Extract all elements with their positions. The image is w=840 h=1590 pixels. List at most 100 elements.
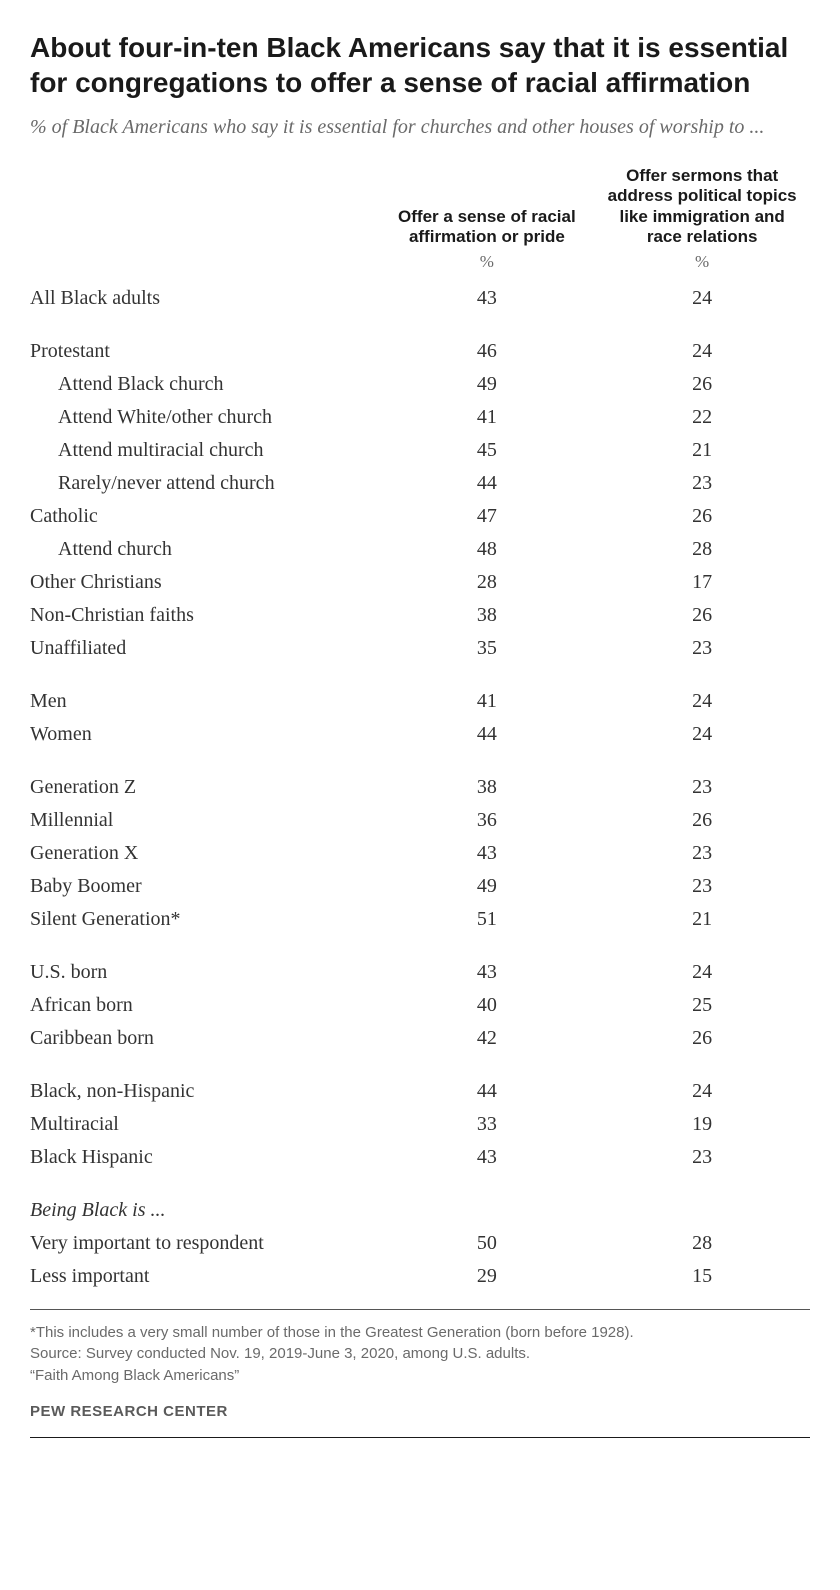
table-row: Millennial3626 [30,804,810,837]
data-table: Offer a sense of racial affirmation or p… [30,162,810,1293]
row-label: Protestant [30,335,379,368]
table-row: Women4424 [30,718,810,751]
cell-value: 26 [594,1022,810,1055]
cell-value: 48 [379,533,594,566]
cell-value: 24 [594,282,810,315]
cell-value: 47 [379,500,594,533]
cell-value: 43 [379,837,594,870]
cell-value: 22 [594,401,810,434]
table-row: Being Black is ... [30,1194,810,1227]
row-label: Silent Generation* [30,903,379,936]
cell-value: 44 [379,467,594,500]
row-label: Attend Black church [30,368,379,401]
cell-value: 42 [379,1022,594,1055]
cell-value: 26 [594,500,810,533]
cell-value: 26 [594,599,810,632]
row-label: Less important [30,1260,379,1293]
row-label: Black Hispanic [30,1141,379,1174]
table-row: Caribbean born4226 [30,1022,810,1055]
cell-value [379,1194,594,1227]
row-label: U.S. born [30,956,379,989]
chart-subtitle: % of Black Americans who say it is essen… [30,114,810,140]
cell-value: 49 [379,368,594,401]
cell-value: 36 [379,804,594,837]
table-row: Attend White/other church4122 [30,401,810,434]
cell-value: 38 [379,599,594,632]
cell-value: 35 [379,632,594,665]
cell-value: 33 [379,1108,594,1141]
cell-value: 50 [379,1227,594,1260]
row-label: All Black adults [30,282,379,315]
table-row: Multiracial3319 [30,1108,810,1141]
cell-value: 19 [594,1108,810,1141]
table-row: Generation Z3823 [30,771,810,804]
table-row: Catholic4726 [30,500,810,533]
row-label: Multiracial [30,1108,379,1141]
cell-value: 21 [594,434,810,467]
table-row: Other Christians2817 [30,566,810,599]
cell-value: 24 [594,335,810,368]
row-label: Other Christians [30,566,379,599]
row-label: Generation Z [30,771,379,804]
cell-value: 43 [379,1141,594,1174]
table-row: U.S. born4324 [30,956,810,989]
table-row: Generation X4323 [30,837,810,870]
cell-value: 43 [379,282,594,315]
cell-value: 44 [379,1075,594,1108]
cell-value: 28 [594,1227,810,1260]
column-unit-2: % [594,250,810,282]
row-label: Attend White/other church [30,401,379,434]
table-row: Men4124 [30,685,810,718]
cell-value: 21 [594,903,810,936]
table-row: All Black adults4324 [30,282,810,315]
table-row: Baby Boomer4923 [30,870,810,903]
row-label: Women [30,718,379,751]
row-label: Being Black is ... [30,1194,379,1227]
cell-value: 43 [379,956,594,989]
row-label: African born [30,989,379,1022]
cell-value: 23 [594,771,810,804]
cell-value: 38 [379,771,594,804]
row-label: Very important to respondent [30,1227,379,1260]
cell-value [594,1194,810,1227]
footnote-line: Source: Survey conducted Nov. 19, 2019-J… [30,1343,810,1365]
cell-value: 28 [379,566,594,599]
table-row: Non-Christian faiths3826 [30,599,810,632]
attribution: PEW RESEARCH CENTER [30,1401,810,1423]
cell-value: 44 [379,718,594,751]
row-label: Attend multiracial church [30,434,379,467]
cell-value: 28 [594,533,810,566]
cell-value: 23 [594,632,810,665]
row-label: Attend church [30,533,379,566]
row-label: Black, non-Hispanic [30,1075,379,1108]
table-row: Black Hispanic4323 [30,1141,810,1174]
cell-value: 23 [594,1141,810,1174]
column-unit-1: % [379,250,594,282]
row-label: Generation X [30,837,379,870]
cell-value: 23 [594,870,810,903]
cell-value: 45 [379,434,594,467]
cell-value: 26 [594,368,810,401]
table-row: African born4025 [30,989,810,1022]
cell-value: 23 [594,467,810,500]
table-row: Black, non-Hispanic4424 [30,1075,810,1108]
table-row: Silent Generation*5121 [30,903,810,936]
cell-value: 49 [379,870,594,903]
cell-value: 25 [594,989,810,1022]
cell-value: 15 [594,1260,810,1293]
row-label: Unaffiliated [30,632,379,665]
footnote-line: “Faith Among Black Americans” [30,1365,810,1387]
cell-value: 41 [379,685,594,718]
report-table-card: About four-in-ten Black Americans say th… [0,0,840,1458]
table-row: Less important2915 [30,1260,810,1293]
row-label: Catholic [30,500,379,533]
cell-value: 29 [379,1260,594,1293]
footnotes: *This includes a very small number of th… [30,1309,810,1423]
row-label: Non-Christian faiths [30,599,379,632]
table-row: Rarely/never attend church4423 [30,467,810,500]
cell-value: 40 [379,989,594,1022]
cell-value: 26 [594,804,810,837]
cell-value: 17 [594,566,810,599]
table-row: Unaffiliated3523 [30,632,810,665]
cell-value: 23 [594,837,810,870]
